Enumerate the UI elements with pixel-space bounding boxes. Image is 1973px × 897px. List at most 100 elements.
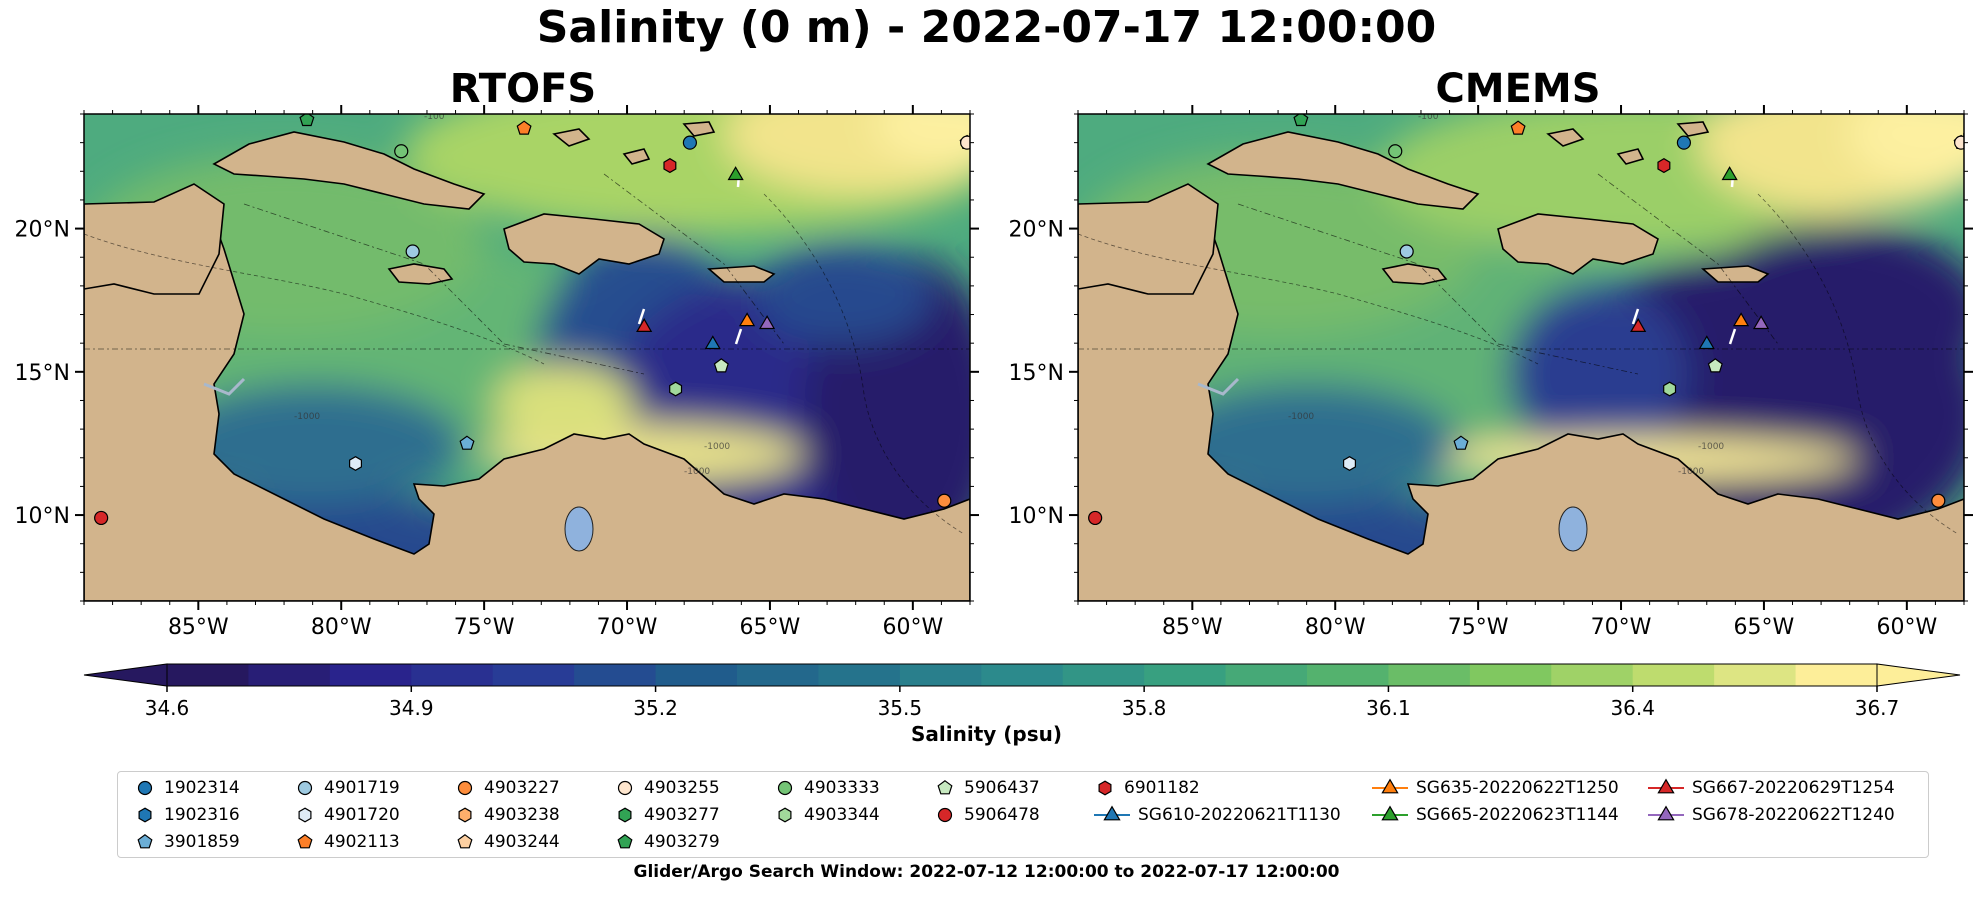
legend-triangle (1381, 778, 1399, 794)
legend-label: 5906437 (964, 778, 1040, 798)
legend-pentagon (457, 834, 473, 849)
legend-circle (937, 807, 953, 823)
legend-item: 4903333 (774, 777, 880, 799)
legend-item: 4903279 (614, 831, 720, 853)
marker-1902316 (1963, 132, 1964, 142)
legend-marker (937, 780, 953, 795)
legend-marker (778, 807, 792, 823)
marker-SG635-20220622T1250 (738, 312, 756, 327)
colorbar-tick-label: 36.4 (1610, 696, 1655, 720)
x-tick-label: 85°W (1162, 615, 1223, 640)
x-tick-label: 70°W (597, 615, 658, 640)
legend-pentagon (297, 834, 313, 849)
legend-item: 4903277 (614, 804, 720, 826)
legend-marker (777, 780, 793, 796)
colorbar-segment (737, 664, 819, 686)
legend-item: SG635-20220622T1250 (1372, 777, 1619, 799)
legend-pentagon (617, 834, 633, 849)
contour-label: -1000 (704, 442, 730, 452)
marker-5906437 (1707, 358, 1723, 373)
marker-5906437 (713, 358, 729, 373)
legend-item: 6901182 (1094, 777, 1200, 799)
legend-label: 4903255 (644, 778, 720, 798)
marker-4901719 (1399, 244, 1414, 259)
legend-marker (617, 834, 633, 849)
marker-5906478 (1088, 510, 1103, 526)
marker-4901720 (349, 456, 362, 471)
marker-4902113 (516, 120, 532, 135)
legend-triangle (1103, 805, 1121, 821)
colorbar-frame (166, 663, 1878, 687)
legend-label: SG635-20220622T1250 (1416, 778, 1619, 798)
legend-hexagon (298, 807, 312, 823)
legend-hexagon (778, 807, 792, 823)
colorbar-tick-label: 35.2 (633, 696, 678, 720)
marker-3901859 (459, 435, 475, 450)
legend-label: 4903277 (644, 805, 720, 825)
marker-SG610-20220621T1130 (704, 335, 721, 350)
legend-item: 4903238 (454, 804, 560, 826)
marker-4903333 (394, 144, 409, 159)
y-tick-label: 20°N (1009, 218, 1064, 243)
colorbar-segment (1388, 664, 1471, 686)
legend-item: 4901719 (294, 777, 400, 799)
panel-title-rtofs: RTOFS (449, 66, 597, 112)
colorbar-tick-label: 36.7 (1855, 696, 1900, 720)
colorbar-segment (411, 664, 494, 686)
colorbar-segment (1551, 664, 1634, 686)
legend-marker (1094, 805, 1130, 821)
marker-5906478 (94, 510, 109, 526)
marker-4903227 (1931, 493, 1946, 508)
colorbar-extend-max (1876, 663, 1961, 687)
colorbar-tick-label: 34.6 (145, 696, 190, 720)
marker-SG665-20220623T1144 (727, 166, 744, 181)
legend-label: 4902113 (324, 832, 400, 852)
colorbar-segment (1469, 664, 1552, 686)
axes-ticks-cmems: 85°W 80°W 75°W 70°W 65°W 60°W 10°N 15°N 20°N (1009, 105, 1973, 640)
legend-marker (1648, 778, 1684, 794)
x-tick-label: 60°W (1876, 615, 1937, 640)
marker-SG665-20220623T1144 (1721, 166, 1738, 181)
legend-circle (777, 780, 793, 796)
legend-triangle (1657, 805, 1675, 821)
marker-SG678-20220622T1240 (758, 315, 776, 330)
legend-marker (1098, 780, 1112, 796)
legend-item: 4903344 (774, 804, 880, 826)
legend-label: 4903227 (484, 778, 560, 798)
legend-marker (618, 807, 632, 823)
axes-ticks-rtofs: 85°W 80°W 75°W 70°W 65°W 60°W 10°N 15°N 20°N (15, 105, 979, 640)
marker-SG635-20220622T1250 (1732, 312, 1750, 327)
legend-marker (937, 807, 953, 823)
legend-item: SG610-20220621T1130 (1094, 804, 1341, 826)
legend-item: 3901859 (134, 831, 240, 853)
legend-marker (1372, 778, 1408, 794)
colorbar (83, 663, 1961, 687)
legend-marker (297, 780, 313, 796)
legend-marker (457, 834, 473, 849)
axes-frame-cmems (1077, 113, 1965, 602)
colorbar-segment (1225, 664, 1308, 686)
colorbar-segment (1062, 664, 1145, 686)
legend-item: SG667-20220629T1254 (1648, 777, 1895, 799)
legend-marker (297, 834, 313, 849)
x-tick-label: 75°W (454, 615, 515, 640)
map-panel-rtofs: -100 -1000 -1000 -1000 (84, 112, 970, 601)
legend-label: 4903279 (644, 832, 720, 852)
x-tick-label: 80°W (1305, 615, 1366, 640)
legend-marker (1648, 805, 1684, 821)
contour-label: -1000 (1698, 442, 1724, 452)
contour-label: -100 (424, 112, 445, 122)
markers-rtofs (94, 114, 970, 526)
contour-label: -1000 (1288, 412, 1314, 422)
legend-label: 1902316 (164, 805, 240, 825)
marker-6901182 (1657, 158, 1671, 174)
legend-label: SG678-20220622T1240 (1692, 805, 1895, 825)
x-tick-label: 65°W (1734, 615, 1795, 640)
y-tick-label: 10°N (15, 504, 70, 529)
axes-frame-rtofs (83, 113, 971, 602)
marker-4903279 (299, 114, 315, 127)
legend-item: 4902113 (294, 831, 400, 853)
colorbar-tick-label: 36.1 (1366, 696, 1411, 720)
legend-circle (457, 780, 473, 796)
legend-circle (297, 780, 313, 796)
